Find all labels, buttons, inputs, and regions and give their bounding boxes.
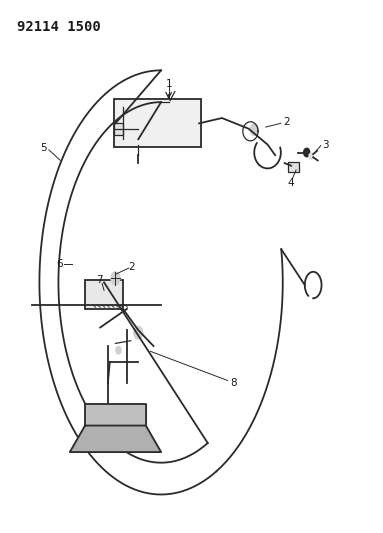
Circle shape: [250, 124, 259, 135]
Text: 6: 6: [56, 259, 62, 269]
Text: 92114 1500: 92114 1500: [16, 20, 100, 34]
Text: 3: 3: [322, 140, 329, 150]
Text: 2: 2: [283, 117, 290, 127]
Circle shape: [116, 346, 121, 354]
Text: 8: 8: [230, 378, 237, 388]
Circle shape: [304, 148, 310, 157]
Text: 7: 7: [96, 274, 103, 285]
Circle shape: [309, 153, 314, 159]
Text: 4: 4: [288, 177, 295, 188]
Text: 5: 5: [41, 143, 47, 153]
Circle shape: [111, 272, 120, 285]
Bar: [85, 280, 123, 309]
Bar: [113, 123, 123, 135]
Polygon shape: [70, 425, 161, 452]
Text: 1: 1: [165, 78, 172, 88]
FancyBboxPatch shape: [288, 162, 299, 172]
Circle shape: [134, 326, 143, 339]
Text: 2: 2: [128, 262, 135, 271]
FancyBboxPatch shape: [113, 100, 201, 147]
Polygon shape: [85, 405, 146, 425]
